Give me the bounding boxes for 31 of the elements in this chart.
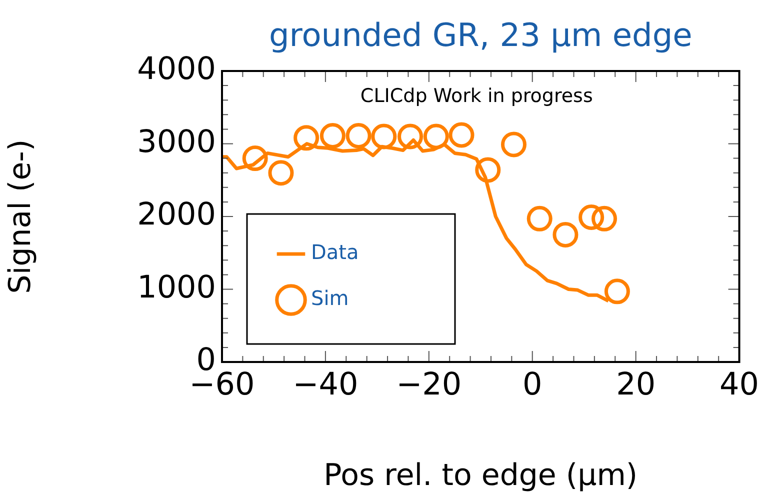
point	[578, 204, 604, 230]
legend-label: Sim	[311, 286, 349, 310]
point	[320, 123, 346, 148]
y-tick-label: 3000	[137, 124, 216, 160]
point	[592, 206, 618, 232]
x-tick-label: −20	[396, 366, 462, 403]
point	[371, 124, 397, 150]
point	[242, 146, 268, 172]
y-tick-label: 4000	[137, 51, 216, 88]
y-tick-label: 2000	[137, 196, 216, 233]
y-tick-label: 1000	[137, 269, 216, 306]
x-tick-label: 40	[720, 366, 760, 403]
x-axis-title: Pos rel. to edge (µm)	[324, 458, 638, 493]
point	[268, 160, 294, 186]
point	[526, 206, 552, 232]
point	[604, 278, 630, 304]
y-axis-title: Signal (e-)	[2, 139, 38, 294]
point	[294, 125, 320, 151]
point	[475, 157, 501, 183]
x-tick-label: −40	[292, 366, 358, 403]
x-tick-label: 20	[616, 366, 656, 403]
point	[448, 122, 474, 148]
legend-label: Data	[311, 240, 359, 264]
chart-title: grounded GR, 23 µm edge	[268, 16, 692, 54]
point	[398, 124, 424, 150]
annotation: CLICdp Work in progress	[360, 84, 593, 107]
x-tick-label: 0	[522, 366, 542, 403]
point	[500, 132, 526, 158]
point	[552, 222, 578, 248]
point	[346, 123, 372, 148]
point	[423, 124, 449, 150]
